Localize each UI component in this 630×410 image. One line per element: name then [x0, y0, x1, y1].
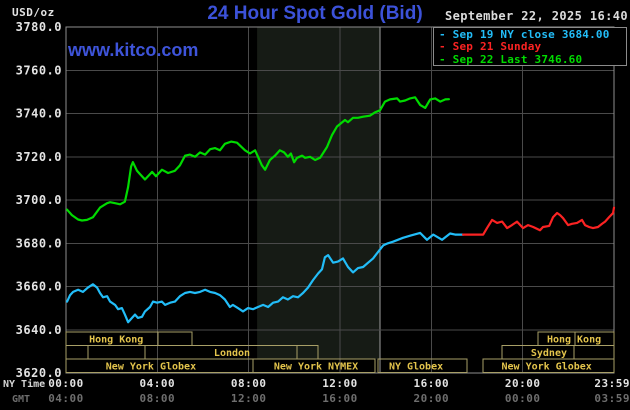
session-label: NY Globex: [389, 362, 443, 373]
session-box: [482, 358, 615, 373]
x-axis-tick-ny: 08:00: [231, 377, 267, 390]
x-axis-tick-gmt: 08:00: [140, 392, 176, 405]
session-label: New York Globex: [501, 362, 591, 373]
session-label: New York Globex: [106, 362, 196, 373]
chart-legend: - Sep 19 NY close 3684.00- Sep 21 Sunday…: [433, 27, 627, 66]
x-axis-tick-ny: 00:00: [48, 377, 84, 390]
legend-item: - Sep 21 Sunday: [439, 41, 626, 53]
session-label: Sydney: [531, 348, 567, 359]
series-line-sep21: [462, 206, 616, 236]
legend-item-label: Sep 19 NY close 3684.00: [452, 28, 610, 41]
y-axis-tick-label: 3660.0: [16, 280, 62, 294]
session-box: [87, 345, 146, 360]
legend-dash-marker: -: [439, 40, 453, 54]
x-axis-tick-ny: 04:00: [140, 377, 176, 390]
x-axis-primary-label: NY Time: [3, 379, 46, 390]
session-label: Hong Kong: [89, 335, 143, 346]
session-box: [252, 358, 376, 373]
session-label: New York NYMEX: [274, 362, 358, 373]
x-axis-tick-ny: 16:00: [414, 377, 450, 390]
x-axis-tick-gmt: 20:00: [414, 392, 450, 405]
legend-dash-marker: -: [439, 52, 453, 66]
x-axis-tick-gmt: 16:00: [322, 392, 358, 405]
chart-title: 24 Hour Spot Gold (Bid): [207, 3, 423, 24]
chart-datetime: September 22, 2025 16:40: [445, 9, 628, 23]
legend-item: - Sep 22 Last 3746.60: [439, 52, 626, 66]
y-axis-tick-label: 3760.0: [16, 63, 62, 77]
y-axis-tick-label: 3720.0: [16, 150, 62, 164]
x-axis-secondary-label: GMT: [12, 394, 31, 405]
y-axis-tick-label: 3780.0: [16, 20, 62, 34]
session-box: [157, 331, 193, 346]
x-axis-tick-ny: 20:00: [505, 377, 541, 390]
y-axis-tick-label: 3700.0: [16, 193, 62, 207]
y-axis-unit-label: USD/oz: [12, 6, 55, 19]
x-axis-tick-gmt: 03:59: [594, 392, 630, 405]
session-box: [65, 345, 89, 360]
legend-item-label: Sep 22 Last 3746.60: [452, 52, 583, 66]
y-axis-tick-label: 3640.0: [16, 323, 62, 337]
y-axis-tick-label: 3620.0: [16, 366, 62, 380]
x-axis-tick-gmt: 12:00: [231, 392, 267, 405]
x-axis-tick-ny: 23:59: [594, 377, 630, 390]
session-box: [573, 345, 615, 360]
y-axis-tick-label: 3740.0: [16, 107, 62, 121]
legend-dash-marker: -: [439, 28, 453, 41]
session-label: London: [214, 348, 250, 359]
x-axis-tick-ny: 12:00: [322, 377, 358, 390]
series-line-sep19: [65, 231, 465, 324]
legend-item-label: Sep 21 Sunday: [452, 40, 542, 54]
legend-item: - Sep 19 NY close 3684.00: [439, 28, 626, 41]
y-axis-tick-label: 3680.0: [16, 236, 62, 250]
x-axis-tick-gmt: 04:00: [48, 392, 84, 405]
x-axis-tick-gmt: 00:00: [505, 392, 541, 405]
session-label: Hong Kong: [547, 335, 601, 346]
session-box: [377, 358, 468, 373]
nymex-session-shading: [257, 27, 381, 359]
series-line-sep22: [65, 96, 450, 222]
kitco-watermark-link[interactable]: www.kitco.com: [68, 40, 199, 60]
